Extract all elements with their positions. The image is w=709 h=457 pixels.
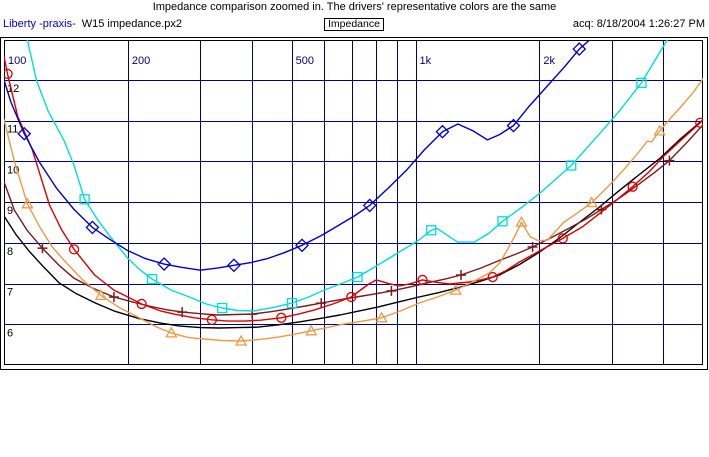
- svg-text:6: 6: [7, 327, 13, 339]
- svg-text:8: 8: [7, 246, 13, 258]
- grid-horizontal-lines: [5, 80, 702, 325]
- header-left: Liberty -praxis- W15 impedance.px2: [3, 18, 182, 30]
- chart-frame: [0, 37, 708, 370]
- file-name-label: W15 impedance.px2: [81, 18, 183, 30]
- svg-text:100: 100: [8, 55, 26, 67]
- series-orange-triangle: [4, 77, 703, 346]
- impedance-plot-type-button[interactable]: Impedance: [324, 18, 384, 31]
- page-title: Impedance comparison zoomed in. The driv…: [152, 1, 557, 13]
- svg-text:1k: 1k: [420, 55, 432, 67]
- series-line-orange-triangle: [4, 77, 703, 342]
- svg-text:7: 7: [7, 287, 13, 299]
- series-red-circle: [4, 55, 703, 325]
- series-line-red-circle: [4, 55, 703, 322]
- acquisition-timestamp: acq: 8/18/2004 1:26:27 PM: [572, 18, 705, 30]
- series-cyan-square: [26, 40, 668, 314]
- svg-text:9: 9: [7, 205, 13, 217]
- app-name-link[interactable]: Liberty -praxis-: [3, 18, 76, 30]
- svg-text:500: 500: [296, 55, 314, 67]
- series-darkred-plus: [4, 123, 703, 320]
- svg-text:2k: 2k: [543, 55, 555, 67]
- series-line-blue-diamond: [4, 40, 591, 271]
- svg-text:11: 11: [7, 124, 18, 136]
- series-blue-diamond: [4, 40, 591, 273]
- series-line-cyan-square: [26, 40, 668, 312]
- x-axis-tick-labels: 100 200 500 1k 2k: [8, 55, 555, 67]
- svg-text:200: 200: [132, 55, 150, 67]
- plot-border: [4, 40, 703, 365]
